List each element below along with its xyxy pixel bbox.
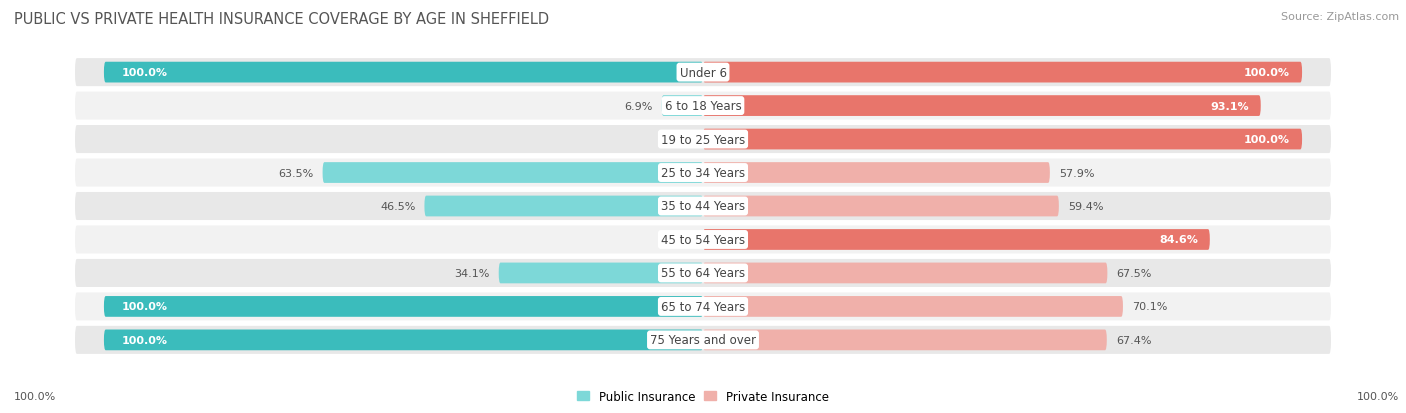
FancyBboxPatch shape xyxy=(75,292,1331,322)
FancyBboxPatch shape xyxy=(703,230,1209,250)
Text: 84.6%: 84.6% xyxy=(1159,235,1198,245)
Text: 100.0%: 100.0% xyxy=(1244,68,1291,78)
Text: 35 to 44 Years: 35 to 44 Years xyxy=(661,200,745,213)
Text: 67.4%: 67.4% xyxy=(1116,335,1152,345)
FancyBboxPatch shape xyxy=(75,258,1331,288)
Text: 100.0%: 100.0% xyxy=(1244,135,1291,145)
FancyBboxPatch shape xyxy=(703,263,1108,284)
Text: Under 6: Under 6 xyxy=(679,66,727,79)
Text: 75 Years and over: 75 Years and over xyxy=(650,334,756,347)
FancyBboxPatch shape xyxy=(662,96,703,117)
Text: PUBLIC VS PRIVATE HEALTH INSURANCE COVERAGE BY AGE IN SHEFFIELD: PUBLIC VS PRIVATE HEALTH INSURANCE COVER… xyxy=(14,12,550,27)
Text: Source: ZipAtlas.com: Source: ZipAtlas.com xyxy=(1281,12,1399,22)
FancyBboxPatch shape xyxy=(703,296,1123,317)
FancyBboxPatch shape xyxy=(75,91,1331,121)
FancyBboxPatch shape xyxy=(703,196,1059,217)
Text: 59.4%: 59.4% xyxy=(1067,202,1104,211)
Text: 45 to 54 Years: 45 to 54 Years xyxy=(661,233,745,247)
FancyBboxPatch shape xyxy=(75,125,1331,155)
Text: 63.5%: 63.5% xyxy=(278,168,314,178)
Text: 70.1%: 70.1% xyxy=(1132,301,1167,312)
FancyBboxPatch shape xyxy=(703,330,1107,350)
Text: 93.1%: 93.1% xyxy=(1211,101,1249,112)
FancyBboxPatch shape xyxy=(322,163,703,183)
Text: 57.9%: 57.9% xyxy=(1059,168,1094,178)
FancyBboxPatch shape xyxy=(703,129,1302,150)
FancyBboxPatch shape xyxy=(75,58,1331,88)
FancyBboxPatch shape xyxy=(703,63,1302,83)
Text: 46.5%: 46.5% xyxy=(380,202,415,211)
FancyBboxPatch shape xyxy=(75,158,1331,188)
Text: 100.0%: 100.0% xyxy=(14,391,56,401)
Text: 100.0%: 100.0% xyxy=(122,301,167,312)
FancyBboxPatch shape xyxy=(75,325,1331,355)
Text: 100.0%: 100.0% xyxy=(122,68,167,78)
FancyBboxPatch shape xyxy=(703,96,1261,117)
Text: 19 to 25 Years: 19 to 25 Years xyxy=(661,133,745,146)
Text: 6.9%: 6.9% xyxy=(624,101,652,112)
FancyBboxPatch shape xyxy=(499,263,703,284)
Text: 6 to 18 Years: 6 to 18 Years xyxy=(665,100,741,113)
Text: 25 to 34 Years: 25 to 34 Years xyxy=(661,166,745,180)
FancyBboxPatch shape xyxy=(104,63,703,83)
FancyBboxPatch shape xyxy=(425,196,703,217)
Text: 34.1%: 34.1% xyxy=(454,268,489,278)
Text: 55 to 64 Years: 55 to 64 Years xyxy=(661,267,745,280)
FancyBboxPatch shape xyxy=(104,330,703,350)
Text: 65 to 74 Years: 65 to 74 Years xyxy=(661,300,745,313)
FancyBboxPatch shape xyxy=(703,163,1050,183)
Text: 100.0%: 100.0% xyxy=(1357,391,1399,401)
FancyBboxPatch shape xyxy=(75,192,1331,221)
Text: 100.0%: 100.0% xyxy=(122,335,167,345)
FancyBboxPatch shape xyxy=(104,296,703,317)
FancyBboxPatch shape xyxy=(75,225,1331,255)
Legend: Public Insurance, Private Insurance: Public Insurance, Private Insurance xyxy=(572,385,834,408)
Text: 67.5%: 67.5% xyxy=(1116,268,1152,278)
